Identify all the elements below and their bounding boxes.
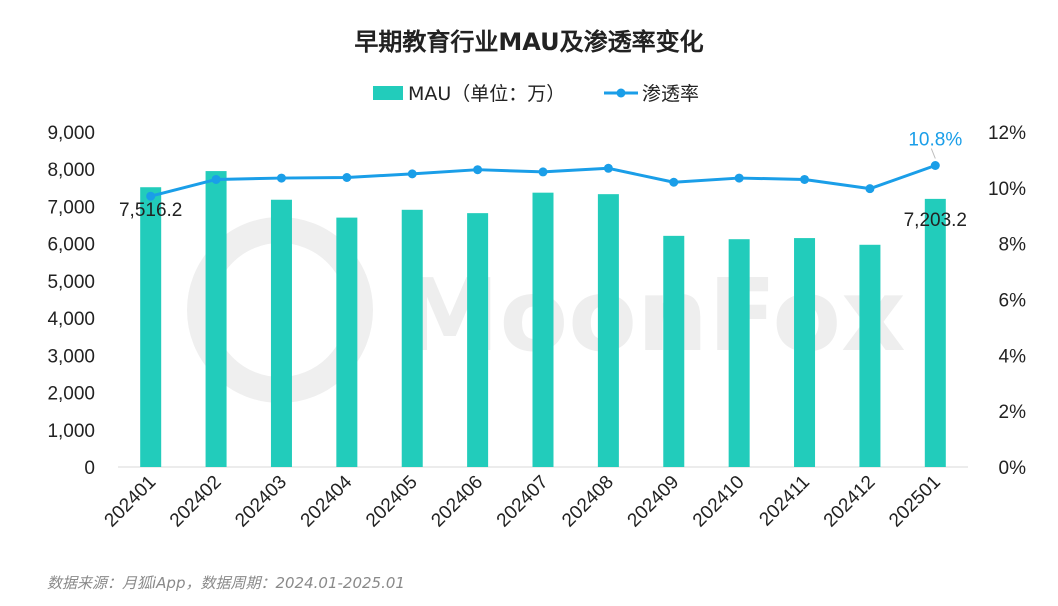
y-right-tick-label: 6% bbox=[999, 291, 1027, 312]
x-tick-label: 202410 bbox=[689, 472, 749, 532]
bar-mau bbox=[401, 209, 423, 468]
x-tick-label: 202402 bbox=[166, 472, 226, 532]
y-left-tick-label: 3,000 bbox=[47, 346, 95, 367]
line-point-penetration bbox=[930, 161, 940, 170]
bar-mau bbox=[270, 199, 292, 467]
line-point-penetration bbox=[342, 173, 352, 183]
y-left-tick-label: 5,000 bbox=[47, 272, 95, 293]
x-tick-label: 202406 bbox=[427, 472, 487, 532]
data-label-bar-last: 7,203.2 bbox=[904, 210, 967, 231]
y-left-tick-label: 8,000 bbox=[47, 160, 95, 181]
y-left-tick-label: 9,000 bbox=[47, 123, 95, 144]
x-tick-label: 202501 bbox=[885, 472, 945, 532]
y-right-tick-label: 12% bbox=[988, 123, 1026, 144]
y-right-tick-label: 8% bbox=[999, 235, 1027, 256]
y-left-tick-label: 2,000 bbox=[47, 384, 95, 405]
y-left-tick-label: 6,000 bbox=[47, 235, 95, 256]
x-tick-label: 202401 bbox=[101, 472, 161, 532]
left-axis: 0 1,000 2,000 3,000 4,000 5,000 6,000 7,000 8,00… bbox=[47, 123, 95, 479]
x-tick-label: 202409 bbox=[624, 472, 684, 532]
x-axis-ticks: 202401 202402 202403 202404 202405 202406 2024… bbox=[101, 471, 945, 531]
right-axis: 0% 2% 4% 6% 8% 10% 12% bbox=[988, 123, 1026, 479]
chart-title: 早期教育行业MAU及渗透率变化 bbox=[354, 28, 703, 56]
line-point-penetration bbox=[669, 177, 679, 187]
y-right-tick-label: 0% bbox=[999, 458, 1027, 479]
bar-mau bbox=[794, 238, 816, 467]
line-point-penetration bbox=[146, 191, 156, 201]
data-label-leader-line bbox=[930, 148, 936, 159]
line-series bbox=[146, 161, 940, 201]
line-point-penetration bbox=[734, 173, 744, 183]
x-tick-label: 202408 bbox=[558, 472, 618, 532]
x-tick-label: 202404 bbox=[297, 471, 357, 531]
y-left-tick-label: 0 bbox=[84, 458, 95, 479]
x-tick-label: 202411 bbox=[755, 472, 814, 531]
bar-mau bbox=[924, 198, 946, 467]
data-label-line-last: 10.8% bbox=[908, 130, 962, 151]
bar-mau bbox=[532, 192, 554, 467]
line-point-penetration bbox=[211, 174, 221, 184]
x-tick-label: 202412 bbox=[820, 472, 880, 532]
legend-marker-penetration bbox=[616, 88, 626, 98]
line-point-penetration bbox=[865, 184, 875, 194]
bar-series bbox=[140, 171, 946, 468]
legend-label-penetration: 渗透率 bbox=[642, 83, 699, 105]
x-tick-label: 202407 bbox=[493, 472, 553, 532]
line-point-penetration bbox=[473, 165, 483, 175]
line-point-penetration bbox=[538, 167, 548, 177]
bar-mau bbox=[336, 217, 358, 467]
line-point-penetration bbox=[407, 169, 417, 179]
x-tick-label: 202405 bbox=[362, 472, 422, 532]
legend-label-mau: MAU（单位：万） bbox=[408, 83, 565, 105]
x-tick-label: 202403 bbox=[231, 472, 291, 532]
y-left-tick-label: 7,000 bbox=[47, 197, 95, 218]
bar-mau bbox=[859, 244, 881, 467]
data-label-bar-first: 7,516.2 bbox=[119, 200, 182, 221]
line-point-penetration bbox=[603, 163, 613, 173]
data-labels: 7,516.2 7,203.2 10.8% bbox=[119, 130, 967, 231]
bar-mau bbox=[205, 171, 227, 468]
source-note: 数据来源：月狐iApp，数据周期：2024.01-2025.01 bbox=[47, 574, 405, 592]
bar-mau bbox=[728, 239, 750, 467]
bar-mau bbox=[140, 187, 162, 467]
y-left-tick-label: 4,000 bbox=[47, 309, 95, 330]
legend-swatch-mau bbox=[373, 86, 403, 100]
bar-mau bbox=[663, 235, 685, 467]
line-point-penetration bbox=[800, 174, 810, 184]
y-left-tick-label: 1,000 bbox=[47, 421, 95, 442]
bar-mau bbox=[467, 213, 489, 467]
y-right-tick-label: 10% bbox=[988, 179, 1026, 200]
y-right-tick-label: 4% bbox=[999, 346, 1027, 367]
legend: MAU（单位：万） 渗透率 bbox=[373, 83, 699, 105]
bar-mau bbox=[597, 194, 619, 467]
line-point-penetration bbox=[276, 173, 286, 183]
y-right-tick-label: 2% bbox=[999, 402, 1027, 423]
